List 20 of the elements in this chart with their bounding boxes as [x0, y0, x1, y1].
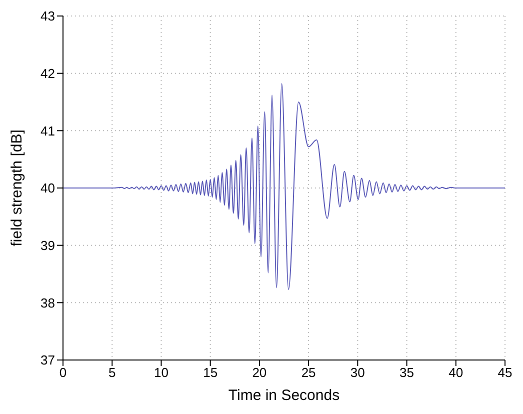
y-tick-label: 37 — [40, 352, 55, 368]
x-tick-label: 15 — [203, 365, 218, 380]
x-tick-label: 30 — [350, 365, 365, 380]
y-tick-label: 39 — [40, 238, 55, 253]
y-tick-label: 38 — [40, 295, 55, 310]
x-tick-label: 25 — [301, 365, 316, 380]
x-tick-label: 0 — [59, 365, 67, 380]
x-axis-title: Time in Seconds — [228, 387, 340, 404]
x-tick-label: 40 — [448, 365, 464, 380]
x-tick-label: 5 — [108, 365, 116, 380]
x-tick-label: 35 — [400, 365, 414, 380]
y-axis-title: field strength [dB] — [8, 130, 26, 246]
y-tick-label: 41 — [40, 123, 55, 138]
line-series — [63, 83, 505, 290]
x-tick-label: 20 — [252, 365, 267, 380]
x-tick-label: 10 — [154, 365, 168, 380]
y-tick-label: 40 — [40, 180, 55, 196]
x-tick-label: 45 — [498, 365, 512, 380]
y-tick-label: 43 — [40, 8, 55, 24]
y-tick-label: 42 — [40, 66, 55, 81]
